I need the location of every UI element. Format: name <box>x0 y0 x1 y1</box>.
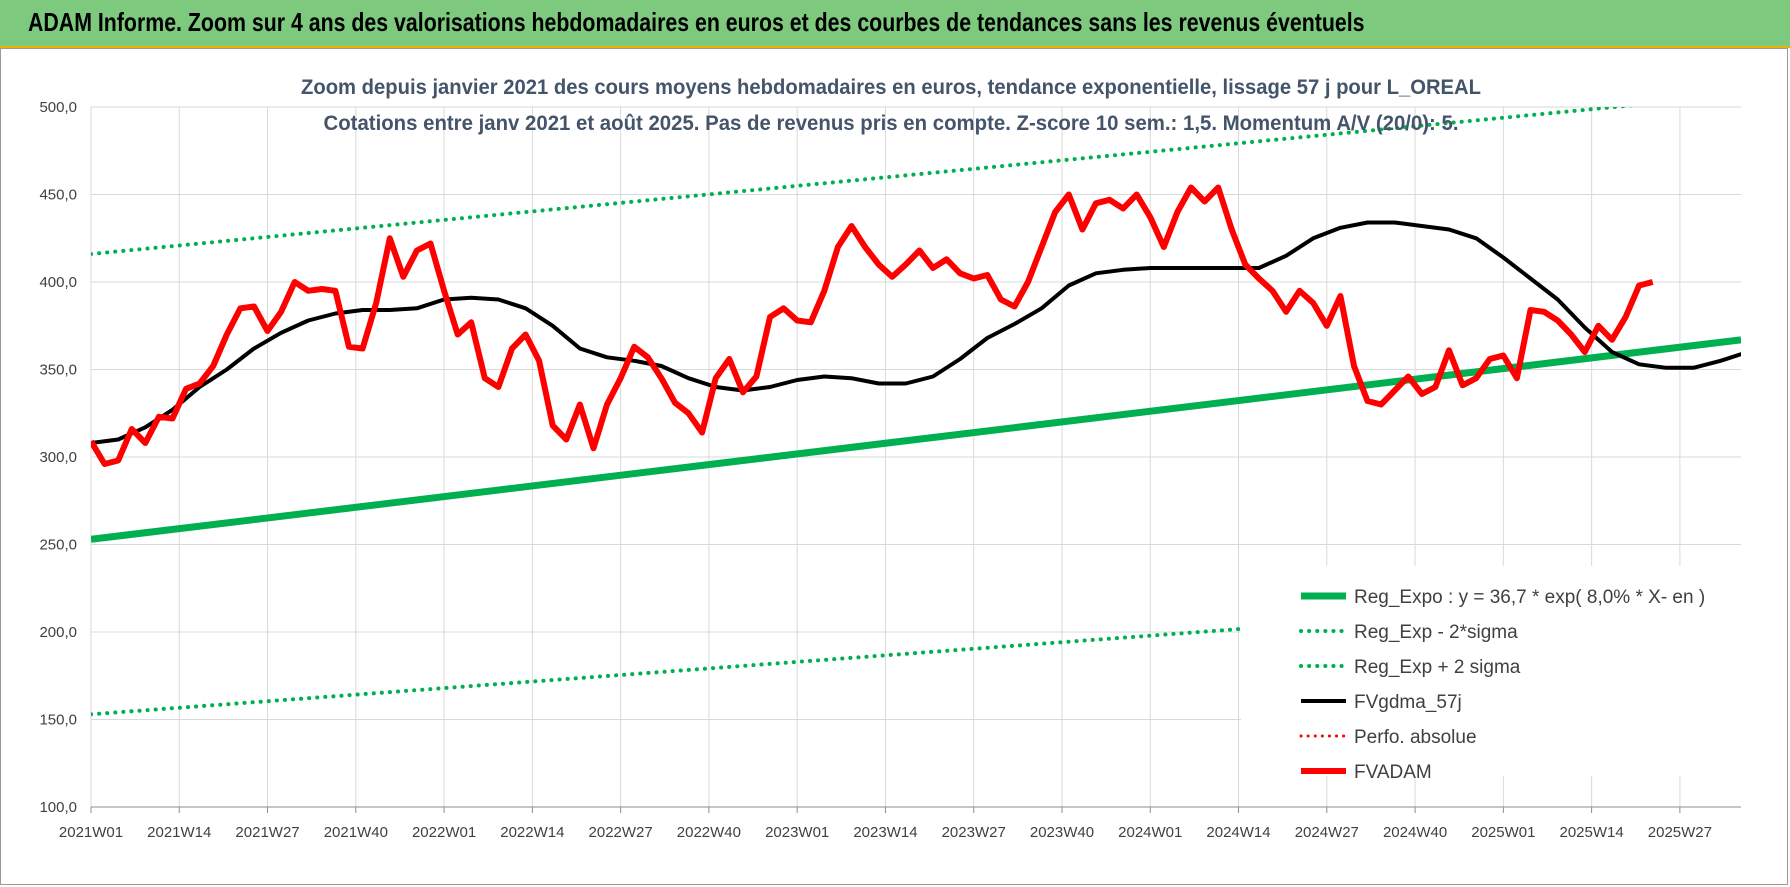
x-tick-label: 2025W14 <box>1560 824 1624 841</box>
x-tick-label: 2022W14 <box>500 824 564 841</box>
legend-label-reg-expo-minus-2sigma: Reg_Exp - 2*sigma <box>1354 622 1518 643</box>
y-tick-label: 300,0 <box>39 449 77 466</box>
x-axis-ticks: 2021W01 2021W14 2021W27 2021W40 2022W01 2022W… <box>59 824 1712 841</box>
y-tick-label: 250,0 <box>39 537 77 554</box>
legend-label-reg-expo: Reg_Expo : y = 36,7 * exp( 8,0% * X- en … <box>1354 587 1705 608</box>
chart-titles: Zoom depuis janvier 2021 des cours moyen… <box>301 76 1481 135</box>
y-tick-label: 400,0 <box>39 274 77 291</box>
x-tick-label: 2021W14 <box>147 824 211 841</box>
legend-label-reg-expo-plus-2sigma: Reg_Exp + 2 sigma <box>1354 657 1521 678</box>
y-tick-label: 350,0 <box>39 362 77 379</box>
x-tick-label: 2022W01 <box>412 824 476 841</box>
line-chart: 100,0 150,0 200,0 250,0 300,0 350,0 400,0 450,0… <box>39 76 1786 841</box>
x-tick-label: 2025W27 <box>1648 824 1712 841</box>
legend-label-perfo-absolue: Perfo. absolue <box>1354 727 1477 748</box>
x-tick-label: 2021W01 <box>59 824 123 841</box>
chart-frame: 100,0 150,0 200,0 250,0 300,0 350,0 400,0 450,0… <box>0 48 1788 885</box>
x-tick-label: 2023W01 <box>765 824 829 841</box>
legend-label-fvgdma-57j: FVgdma_57j <box>1354 692 1462 713</box>
legend: Reg_Expo : y = 36,7 * exp( 8,0% * X- en … <box>1299 587 1705 783</box>
report-title: ADAM Informe. Zoom sur 4 ans des valoris… <box>28 7 1365 37</box>
y-axis-ticks: 100,0 150,0 200,0 250,0 300,0 350,0 400,0 450,0… <box>39 99 77 816</box>
chart-subtitle: Cotations entre janv 2021 et août 2025. … <box>324 112 1459 135</box>
series-line-fvadam <box>91 184 1654 467</box>
x-tick-label: 2021W27 <box>235 824 299 841</box>
series-line-reg-expo <box>91 336 1741 543</box>
x-tick-label: 2023W40 <box>1030 824 1094 841</box>
legend-background <box>1241 566 1786 776</box>
y-tick-label: 150,0 <box>39 712 77 729</box>
y-tick-label: 200,0 <box>39 624 77 641</box>
y-tick-label: 500,0 <box>39 99 77 116</box>
chart-title: Zoom depuis janvier 2021 des cours moyen… <box>301 76 1481 99</box>
series-line-fvgdma-57j <box>91 220 1741 445</box>
x-tick-label: 2024W40 <box>1383 824 1447 841</box>
x-tick-label: 2025W01 <box>1471 824 1535 841</box>
x-tick-label: 2023W27 <box>942 824 1006 841</box>
x-tick-label: 2022W27 <box>589 824 653 841</box>
report-banner: ADAM Informe. Zoom sur 4 ans des valoris… <box>0 0 1790 48</box>
x-tick-label: 2024W14 <box>1206 824 1270 841</box>
y-tick-label: 450,0 <box>39 187 77 204</box>
y-tick-label: 100,0 <box>39 799 77 816</box>
x-tick-label: 2023W14 <box>853 824 917 841</box>
x-tick-label: 2022W40 <box>677 824 741 841</box>
x-tick-label: 2024W27 <box>1295 824 1359 841</box>
x-tick-label: 2021W40 <box>324 824 388 841</box>
x-tick-label: 2024W01 <box>1118 824 1182 841</box>
series-line-reg-expo-plus-2sigma <box>91 107 1636 256</box>
legend-label-fvadam: FVADAM <box>1354 762 1432 783</box>
series-lines <box>91 107 1741 717</box>
